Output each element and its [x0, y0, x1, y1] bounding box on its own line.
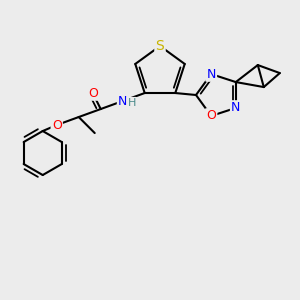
Text: O: O [88, 86, 98, 100]
Text: O: O [52, 118, 62, 131]
Text: O: O [206, 110, 216, 122]
Text: N: N [118, 94, 128, 107]
Text: S: S [156, 39, 164, 53]
Text: N: N [206, 68, 216, 81]
Text: N: N [231, 101, 241, 114]
Text: H: H [128, 98, 136, 108]
